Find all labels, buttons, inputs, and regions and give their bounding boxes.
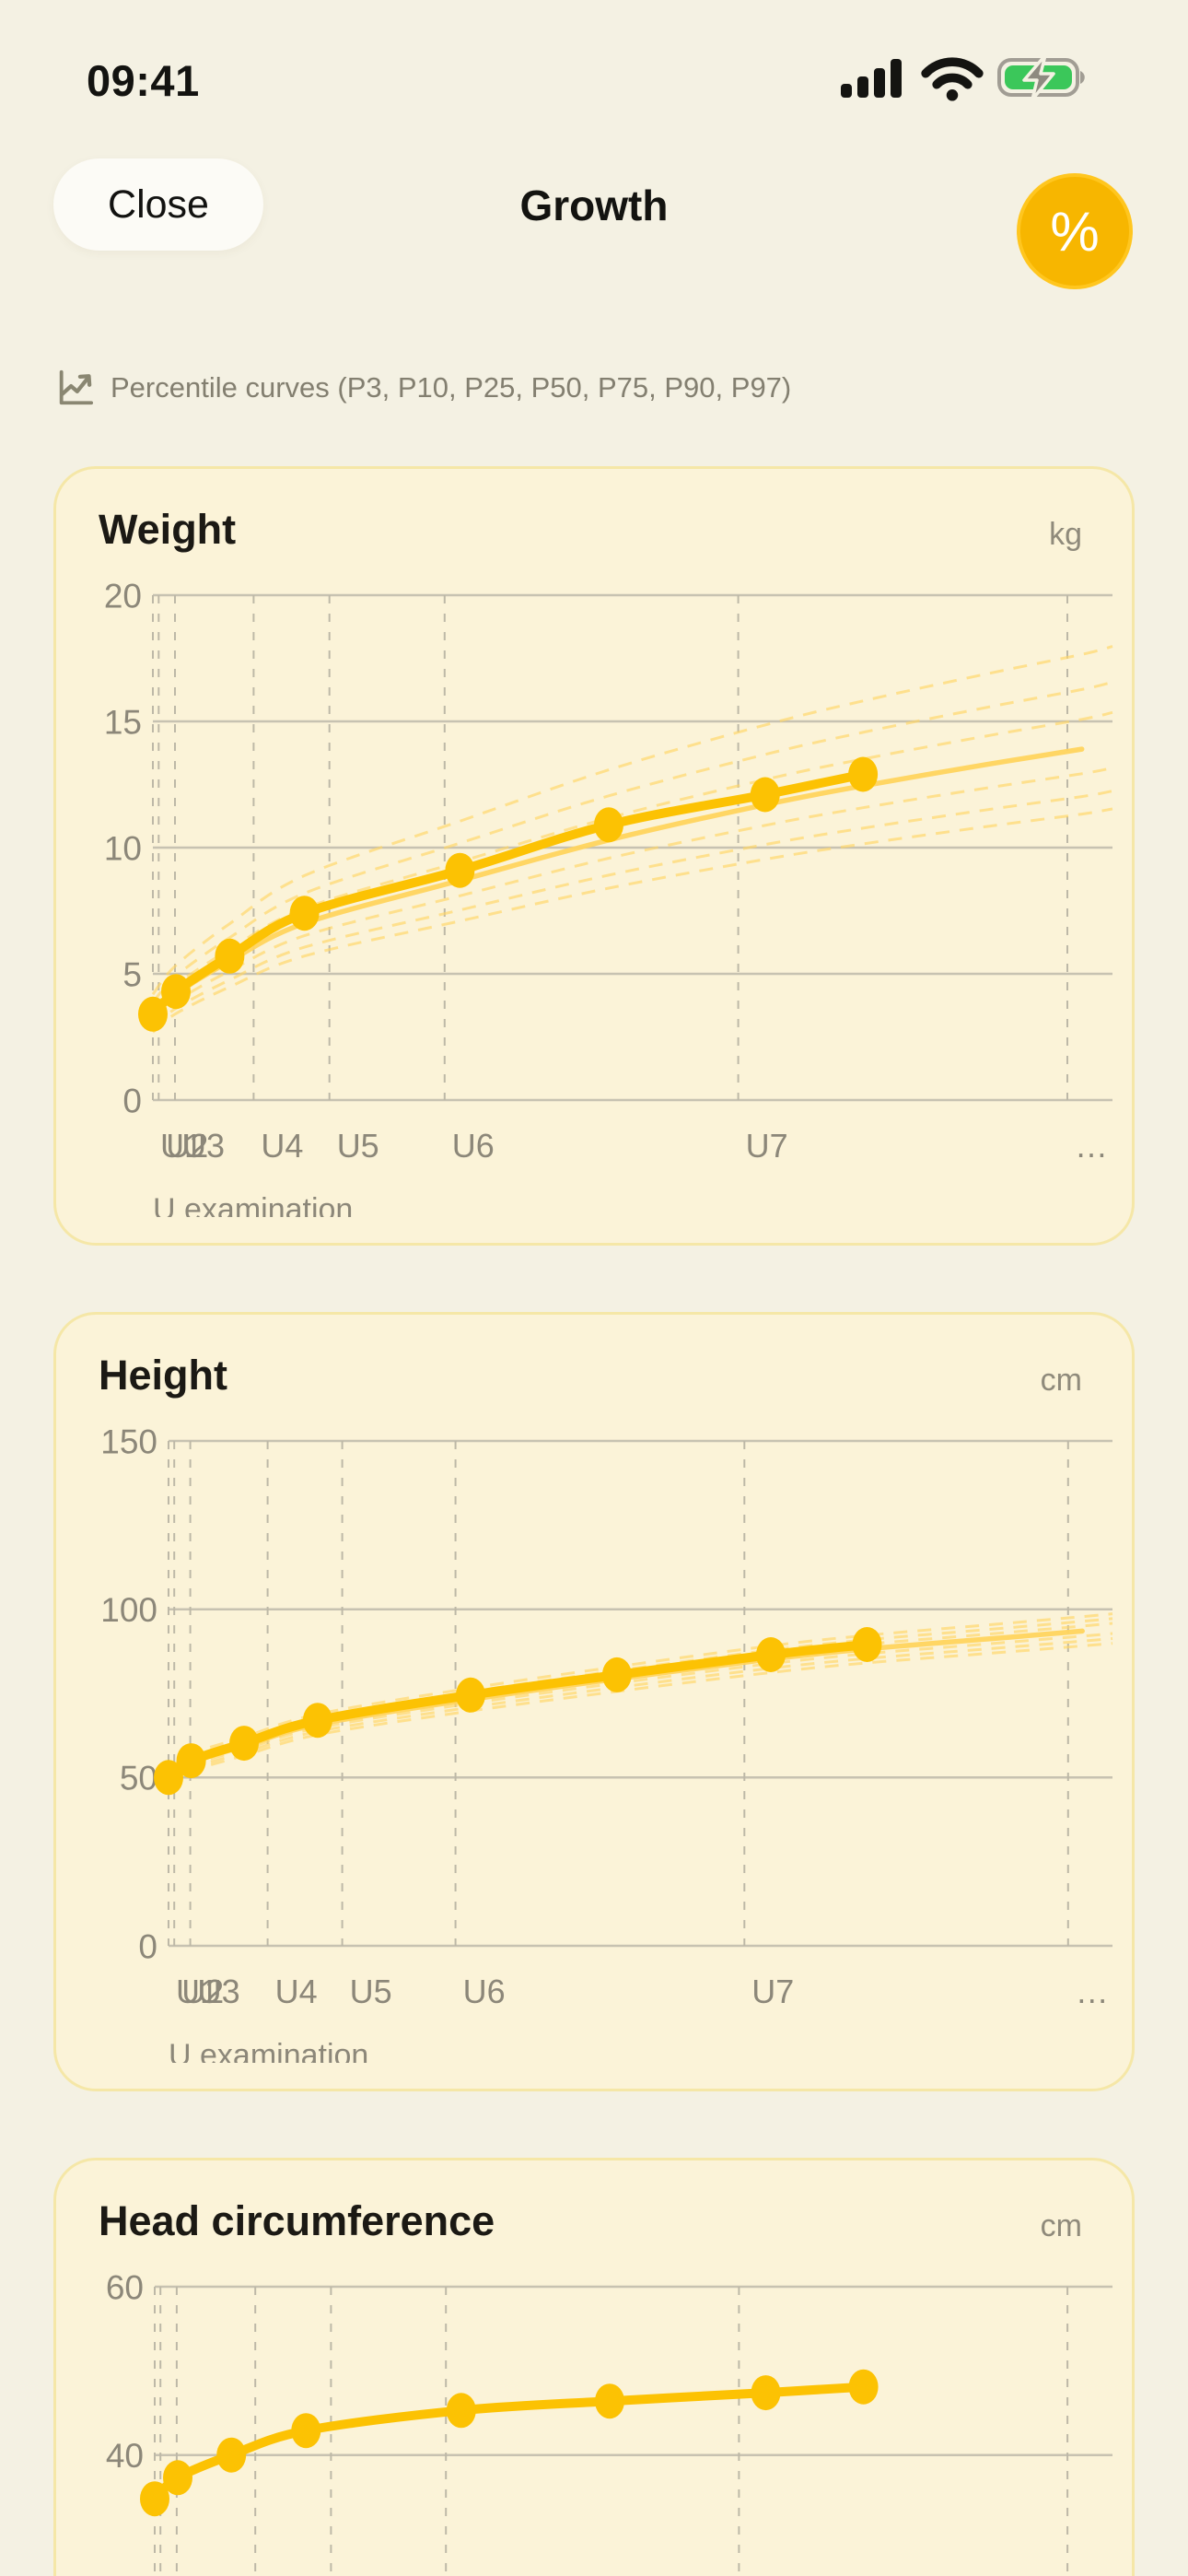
page-title: Growth (519, 181, 669, 229)
y-tick-label: 0 (138, 1927, 157, 1965)
x-tick-label: U4 (275, 1973, 318, 2010)
battery-charging-icon (997, 56, 1085, 99)
x-tick-label: U3 (198, 1973, 240, 2010)
percentile-curve (151, 710, 1113, 1011)
data-point (852, 1627, 882, 1662)
chart-unit-label: cm (1040, 1363, 1082, 1398)
trend-line-icon (59, 369, 94, 405)
chart-title: Weight (99, 506, 237, 553)
data-point (756, 1637, 786, 1672)
x-tick-label: U1 (176, 1973, 218, 2010)
y-tick-label: 10 (104, 829, 142, 867)
x-tick-label: U7 (746, 1127, 788, 1165)
data-point (751, 2375, 781, 2411)
data-point (594, 807, 623, 843)
data-point (445, 852, 475, 888)
close-button[interactable]: Close (53, 158, 263, 251)
chart-title: Height (99, 1352, 227, 1399)
data-point (291, 2413, 321, 2449)
data-point (848, 2369, 879, 2405)
y-tick-label: 5 (122, 955, 142, 993)
percentile-curve (151, 680, 1113, 1004)
data-point (216, 2437, 247, 2473)
data-point (456, 1677, 485, 1713)
data-point (446, 2393, 476, 2429)
x-tick-label: U2 (166, 1127, 208, 1165)
y-tick-label: 150 (100, 1423, 157, 1460)
x-axis-title: U examination (169, 2038, 368, 2063)
data-point (161, 974, 191, 1010)
data-point (163, 2460, 192, 2496)
x-tick-label: U5 (337, 1127, 379, 1165)
percentile-curve (151, 645, 1113, 996)
data-point (154, 1760, 183, 1796)
y-tick-label: 20 (104, 577, 142, 615)
height-chart-card: Height cm 150 100 50 0 U1 U2 U3 U4 U5 U6 U7 … U examin… (53, 1312, 1135, 2091)
x-tick-label: … (1075, 1127, 1108, 1165)
data-point (595, 2383, 624, 2419)
data-point (302, 1703, 332, 1739)
head-circumference-chart-card: Head circumferencecm6040200U1U2U3U4U5U6U… (53, 2158, 1135, 2576)
x-tick-label: U2 (181, 1973, 224, 2010)
data-point (601, 1657, 632, 1692)
x-tick-label: U5 (350, 1973, 392, 2010)
data-point (289, 896, 320, 931)
measurement-line (148, 769, 868, 1019)
data-point (848, 756, 879, 792)
y-tick-label: 0 (122, 1082, 142, 1119)
chart-unit-label: cm (1040, 2208, 1082, 2243)
data-point (140, 2481, 169, 2517)
y-tick-label: 50 (120, 1760, 157, 1797)
y-tick-label: 100 (100, 1591, 157, 1629)
percentile-legend-label: Percentile curves (P3, P10, P25, P50, P7… (111, 371, 792, 404)
head-circumference-chart: 6040200U1U2U3U4U5U6U7…U examination (106, 2268, 1112, 2576)
x-tick-label: U6 (452, 1127, 495, 1165)
x-tick-label: U1 (160, 1127, 203, 1165)
x-tick-label: U6 (463, 1973, 506, 2010)
clock: 09:41 (87, 56, 200, 105)
chart-title: Head circumference (99, 2197, 495, 2244)
y-tick-label: 40 (106, 2437, 144, 2475)
chart-unit-label: kg (1049, 517, 1082, 552)
percentile-curve (151, 766, 1113, 1025)
data-point (750, 777, 780, 813)
y-tick-label: 15 (104, 703, 142, 741)
x-tick-label: … (1076, 1973, 1109, 2010)
percentile-legend: Percentile curves (P3, P10, P25, P50, P7… (55, 369, 791, 407)
wifi-icon (921, 57, 984, 101)
data-point (138, 996, 168, 1032)
x-axis-title: U examination (153, 1192, 353, 1217)
percentile-curve (151, 790, 1113, 1029)
percentile-curve (152, 807, 1113, 1034)
data-point (215, 938, 245, 974)
data-point (176, 1743, 206, 1779)
x-tick-label: U3 (182, 1127, 225, 1165)
x-tick-label: U4 (261, 1127, 303, 1165)
cellular-signal-icon (841, 59, 902, 98)
weight-chart-card: Weight kg 20 15 10 5 0 U1 U2 U3 U4 U5 U6 U7 … U examina… (53, 466, 1135, 1246)
data-point (229, 1726, 259, 1762)
percentile-curve (168, 1612, 1113, 1772)
y-tick-label: 60 (106, 2268, 144, 2306)
x-tick-label: U7 (751, 1973, 794, 2010)
percentile-toggle-button[interactable]: % (1017, 173, 1133, 289)
